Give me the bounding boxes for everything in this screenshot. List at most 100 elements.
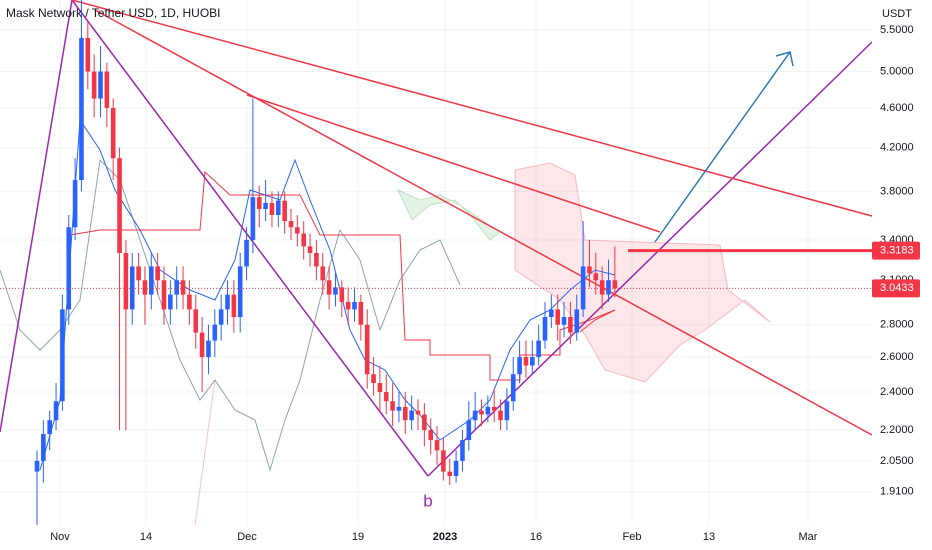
candle-body — [91, 71, 97, 99]
price-axis — [872, 0, 932, 550]
lag-line — [194, 379, 216, 526]
candle-body — [403, 406, 408, 421]
candle-body — [549, 309, 554, 317]
candle-body — [263, 203, 268, 209]
candle-body — [193, 309, 199, 333]
candle-body — [123, 252, 129, 310]
y-tick-label: 1.9100 — [880, 486, 914, 498]
y-tick-label: 4.2000 — [880, 142, 914, 154]
y-tick-label: 2.0500 — [880, 455, 914, 467]
candle-body — [47, 420, 52, 435]
candle-body — [364, 324, 370, 375]
candle-body — [155, 266, 160, 281]
candle-body — [498, 410, 503, 421]
candle-body — [504, 401, 510, 421]
candle-body — [333, 287, 338, 295]
trend-line — [246, 94, 661, 233]
x-tick-label: Nov — [50, 531, 70, 543]
candle-body — [523, 357, 529, 366]
candle-body — [593, 273, 599, 281]
candle-body — [282, 200, 287, 222]
candle-body — [60, 309, 65, 402]
time-axis — [0, 525, 872, 550]
candle-body — [295, 227, 300, 234]
candle-body — [225, 294, 230, 310]
candle-body — [371, 374, 376, 384]
candle-body — [415, 410, 421, 415]
trend-line — [71, 0, 873, 217]
candle-body — [472, 410, 478, 421]
annotation: b — [423, 491, 432, 510]
candle-body — [231, 294, 237, 317]
candle-body — [491, 406, 497, 411]
x-tick-label: 2023 — [433, 531, 457, 543]
x-tick-label: Feb — [623, 531, 642, 543]
candle-body — [237, 266, 243, 317]
candle-body — [110, 107, 116, 159]
trend-line — [94, 9, 873, 436]
candle-body — [85, 37, 91, 72]
candle-body — [206, 340, 211, 358]
candle-body — [561, 316, 567, 325]
candle-body — [174, 280, 179, 295]
x-tick-label: 19 — [352, 531, 364, 543]
cloud-bull — [396, 188, 501, 241]
candle-body — [301, 233, 306, 247]
candle-body — [460, 440, 465, 461]
candle-body — [269, 203, 275, 215]
candle-body — [104, 71, 110, 108]
y-tick-label: 2.6000 — [880, 351, 914, 363]
x-tick-label: 14 — [140, 531, 152, 543]
candle-body — [288, 221, 294, 228]
candle-body — [187, 294, 192, 310]
drawings — [0, 0, 873, 526]
candle-body — [276, 200, 281, 215]
candle-body — [352, 301, 357, 310]
candle-body — [568, 316, 573, 333]
candle-body — [612, 280, 618, 289]
y-tick-label: 2.2000 — [880, 424, 914, 436]
candle-body — [314, 252, 319, 267]
kijun-line — [69, 170, 616, 381]
candle-body — [358, 301, 364, 325]
candle-body — [41, 434, 46, 461]
candle-body — [199, 332, 205, 358]
candle-body — [574, 309, 580, 333]
candle-body — [161, 280, 167, 310]
chart-title: Mask Network / Tether USD, 1D, HUOBI — [6, 6, 221, 20]
candle-body — [256, 197, 262, 209]
candle-body — [117, 158, 122, 253]
candle-body — [447, 471, 453, 477]
candle-body — [606, 280, 611, 295]
price-label: 3.0433 — [880, 282, 914, 294]
candle-body — [510, 374, 516, 402]
ma-line — [579, 309, 616, 333]
candle-body — [422, 414, 427, 431]
lagging-span — [0, 158, 461, 472]
candle-body — [485, 406, 491, 415]
candle-body — [517, 357, 522, 375]
y-tick-label: 5.0000 — [880, 65, 914, 77]
candle-body — [79, 37, 84, 181]
price-label-box — [872, 279, 920, 298]
candle-body — [339, 287, 345, 302]
candle-body — [326, 280, 332, 295]
arrow — [654, 51, 791, 243]
candle-body — [409, 410, 414, 421]
candle-body — [466, 420, 472, 441]
candle-body — [168, 294, 173, 310]
candle-body — [396, 406, 402, 411]
candle-body — [587, 266, 592, 274]
candle-body — [599, 280, 605, 295]
trend-line — [427, 41, 873, 477]
candle-body — [530, 357, 535, 366]
candle-body — [250, 197, 256, 240]
candle-body — [180, 280, 186, 295]
candle-body — [307, 246, 313, 253]
arrow-head — [775, 51, 794, 67]
candle-body — [441, 450, 446, 472]
candle-body — [212, 324, 218, 341]
candle-body — [244, 239, 249, 267]
candle-body — [320, 266, 326, 281]
candle-body — [149, 266, 154, 295]
